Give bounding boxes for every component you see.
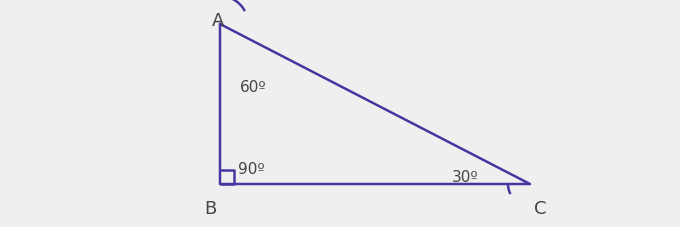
Text: A: A — [211, 12, 224, 30]
Text: C: C — [534, 199, 546, 217]
Text: 90º: 90º — [238, 161, 265, 176]
Text: 60º: 60º — [240, 80, 267, 95]
Text: B: B — [204, 199, 216, 217]
Text: 30º: 30º — [452, 169, 479, 184]
